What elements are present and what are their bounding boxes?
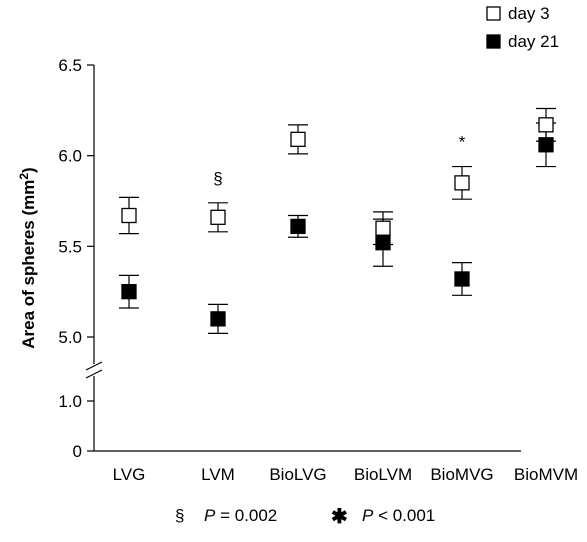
legend: day 3 day 21 bbox=[486, 4, 559, 51]
y-axis-label: Area of spheres (mm2) bbox=[17, 167, 38, 348]
error-bars bbox=[119, 107, 556, 334]
marker-day-21-biomvg bbox=[454, 271, 470, 287]
marker-day-3-biomvm bbox=[538, 117, 554, 133]
x-tick-label-biomvm: BioMVM bbox=[514, 465, 578, 484]
x-tick-label-biolvg: BioLVG bbox=[269, 465, 326, 484]
marker-day-3-lvm bbox=[210, 209, 226, 225]
y-axis-label-close: ) bbox=[19, 167, 38, 173]
annotation-biomvg: * bbox=[459, 133, 466, 152]
footnote-p-label-2: P bbox=[362, 506, 374, 525]
y-axis-label-superscript: 2 bbox=[17, 173, 31, 180]
y-tick-label-5-0: 5.0 bbox=[58, 328, 82, 347]
footnote-p-value-1: P = 0.002 bbox=[204, 506, 277, 525]
y-tick-label-6-0: 6.0 bbox=[58, 147, 82, 166]
significance-annotations: §* bbox=[213, 133, 465, 188]
y-tick-label-5-5: 5.5 bbox=[58, 237, 82, 256]
x-tick-label-lvg: LVG bbox=[113, 465, 146, 484]
marker-day-21-lvm bbox=[210, 311, 226, 327]
marker-day-21-biolvm bbox=[375, 235, 391, 251]
annotation-lvm: § bbox=[213, 169, 222, 188]
x-ticks: LVG LVM BioLVG BioLVM BioMVG BioMVM bbox=[113, 465, 579, 484]
footnote-symbol-asterisk: ✱ bbox=[331, 506, 348, 528]
footnote: § P = 0.002 ✱ P < 0.001 bbox=[175, 506, 435, 528]
footnote-relation-2: < 0.001 bbox=[373, 506, 435, 525]
data-markers bbox=[121, 117, 554, 327]
y-ticks-upper: 6.5 6.0 5.5 5.0 bbox=[58, 56, 94, 347]
axes bbox=[85, 65, 521, 452]
footnote-p-label-1: P bbox=[204, 506, 216, 525]
footnote-p-value-2: P < 0.001 bbox=[362, 506, 435, 525]
marker-day-21-lvg bbox=[121, 284, 137, 300]
y-tick-label-lower-0: 0 bbox=[73, 442, 82, 461]
legend-marker-day-21 bbox=[486, 34, 501, 49]
marker-day-21-biolvg bbox=[290, 218, 306, 235]
x-tick-label-biolvm: BioLVM bbox=[354, 465, 412, 484]
legend-label-day-3: day 3 bbox=[508, 4, 550, 23]
marker-day-3-biolvg bbox=[290, 131, 306, 147]
y-tick-label-lower-1-0: 1.0 bbox=[58, 392, 82, 411]
footnote-relation-1: = 0.002 bbox=[215, 506, 277, 525]
y-tick-label-6-5: 6.5 bbox=[58, 56, 82, 75]
marker-day-3-biomvg bbox=[454, 175, 470, 191]
footnote-symbol-section: § bbox=[175, 506, 184, 525]
marker-day-3-biolvm bbox=[375, 220, 391, 236]
marker-day-3-lvg bbox=[121, 207, 137, 224]
y-axis-label-main: Area of spheres (mm bbox=[19, 180, 38, 349]
x-tick-label-lvm: LVM bbox=[201, 465, 235, 484]
marker-day-21-biomvm bbox=[538, 137, 554, 153]
y-ticks-lower: 1.00 bbox=[58, 392, 94, 461]
legend-marker-day-3 bbox=[486, 6, 501, 21]
legend-label-day-21: day 21 bbox=[508, 32, 559, 51]
x-tick-label-biomvg: BioMVG bbox=[430, 465, 493, 484]
axis-break-mark bbox=[85, 361, 103, 379]
